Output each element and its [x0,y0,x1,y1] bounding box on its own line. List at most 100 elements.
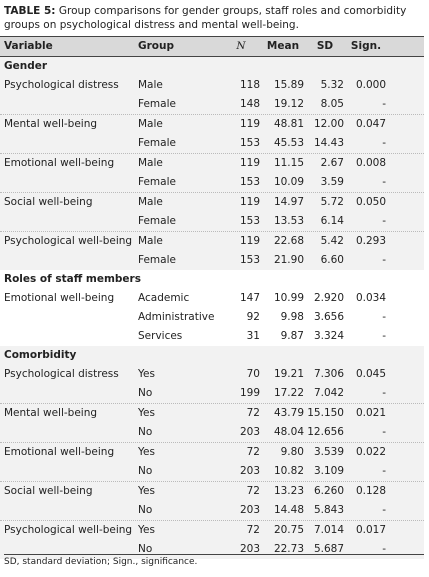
cell-variable: Mental well-being [4,407,98,419]
cell-group: No [138,387,153,399]
table-row: Services 31 9.87 3.324 - [0,327,424,346]
cell-mean: 9.98 [280,311,304,323]
cell-n: 203 [239,426,260,438]
section-row: Gender [0,57,424,76]
cell-n: N [236,40,246,52]
cell-variable: Emotional well-being [4,446,115,458]
cell-sign: - [382,215,386,227]
caption-text: Group comparisons for gender groups, sta… [4,5,407,31]
cell-sign: - [382,504,386,516]
cell-group: Academic [138,292,190,304]
cell-group: Yes [138,368,155,380]
cell-n: 153 [239,215,260,227]
cell-n: 153 [239,137,260,149]
cell-mean: 13.23 [273,485,304,497]
table-row: Mental well-being Male 119 48.81 12.00 0.047 [0,114,424,134]
cell-sd: 5.687 [313,543,344,555]
section-title: Gender [4,60,48,72]
cell-sd: 7.042 [313,387,344,399]
table-row: Female 153 21.90 6.60 - [0,251,424,270]
cell-mean: 10.82 [273,465,304,477]
cell-mean: 19.21 [273,368,304,380]
cell-group: Male [138,196,163,208]
table-caption: TABLE 5: Group comparisons for gender gr… [4,4,424,32]
cell-group: No [138,504,153,516]
cell-mean: 10.09 [273,176,304,188]
cell-sign: - [382,137,386,149]
cell-group: Female [138,98,176,110]
cell-n: 148 [239,98,260,110]
cell-group: Female [138,254,176,266]
cell-n: 119 [239,196,260,208]
cell-sign: 0.017 [355,524,386,536]
cell-variable: Social well-being [4,485,93,497]
cell-sign: 0.034 [355,292,386,304]
cell-mean: 20.75 [273,524,304,536]
cell-sd: 7.014 [313,524,344,536]
cell-mean: 48.04 [273,426,304,438]
cell-sd: 2.920 [313,292,344,304]
cell-sd: 12.00 [313,118,344,130]
cell-sd: SD [316,40,334,52]
cell-sd: 12.656 [307,426,344,438]
cell-sd: 5.42 [320,235,344,247]
cell-sd: 3.656 [313,311,344,323]
cell-n: 153 [239,254,260,266]
cell-variable: Psychological distress [4,79,119,91]
table-row: Psychological well-being Male 119 22.68 5.42… [0,231,424,251]
table-row: Female 148 19.12 8.05 - [0,95,424,114]
cell-group: Male [138,118,163,130]
cell-sd: 5.72 [320,196,344,208]
cell-n: 92 [246,311,260,323]
cell-group: Services [138,330,183,342]
cell-sd: 3.109 [313,465,344,477]
table-row: Psychological well-being Yes 72 20.75 7.014 0… [0,520,424,540]
table-row: Administrative 92 9.98 3.656 - [0,308,424,327]
table-row: Female 153 13.53 6.14 - [0,212,424,231]
cell-mean: 14.97 [273,196,304,208]
cell-mean: 48.81 [273,118,304,130]
cell-sd: 6.60 [320,254,344,266]
cell-variable: Psychological distress [4,368,119,380]
cell-sign: 0.021 [355,407,386,419]
cell-n: 203 [239,465,260,477]
footnote: SD, standard deviation; Sign., significa… [4,554,424,567]
cell-sign: - [382,311,386,323]
cell-group: Yes [138,524,155,536]
cell-sign: - [382,426,386,438]
cell-sign: 0.008 [355,157,386,169]
cell-group: Yes [138,485,155,497]
cell-sd: 6.260 [313,485,344,497]
table-row: Female 153 45.53 14.43 - [0,134,424,153]
cell-sd: 3.539 [313,446,344,458]
cell-n: 72 [246,446,260,458]
cell-variable: Variable [4,40,53,52]
cell-sign: - [382,176,386,188]
cell-sign: - [382,254,386,266]
header-row: Variable Group N Mean SD Sign. [0,36,424,57]
cell-mean: 9.87 [280,330,304,342]
cell-group: No [138,465,153,477]
cell-mean: 15.89 [273,79,304,91]
cell-n: 147 [239,292,260,304]
cell-sd: 8.05 [320,98,344,110]
cell-sd: 15.150 [307,407,344,419]
cell-variable: Mental well-being [4,118,98,130]
table-row: Emotional well-being Yes 72 9.80 3.539 0.022 [0,442,424,462]
cell-n: 119 [239,118,260,130]
cell-group: Male [138,235,163,247]
cell-sd: 2.67 [320,157,344,169]
cell-sign: - [382,465,386,477]
cell-mean: 10.99 [273,292,304,304]
table-row: No 203 48.04 12.656 - [0,423,424,442]
cell-sign: Sign. [350,40,382,52]
cell-variable: Psychological well-being [4,524,133,536]
cell-n: 153 [239,176,260,188]
cell-mean: 45.53 [273,137,304,149]
cell-sign: - [382,98,386,110]
cell-group: Yes [138,407,155,419]
cell-sign: - [382,387,386,399]
cell-n: 72 [246,407,260,419]
cell-mean: 43.79 [273,407,304,419]
